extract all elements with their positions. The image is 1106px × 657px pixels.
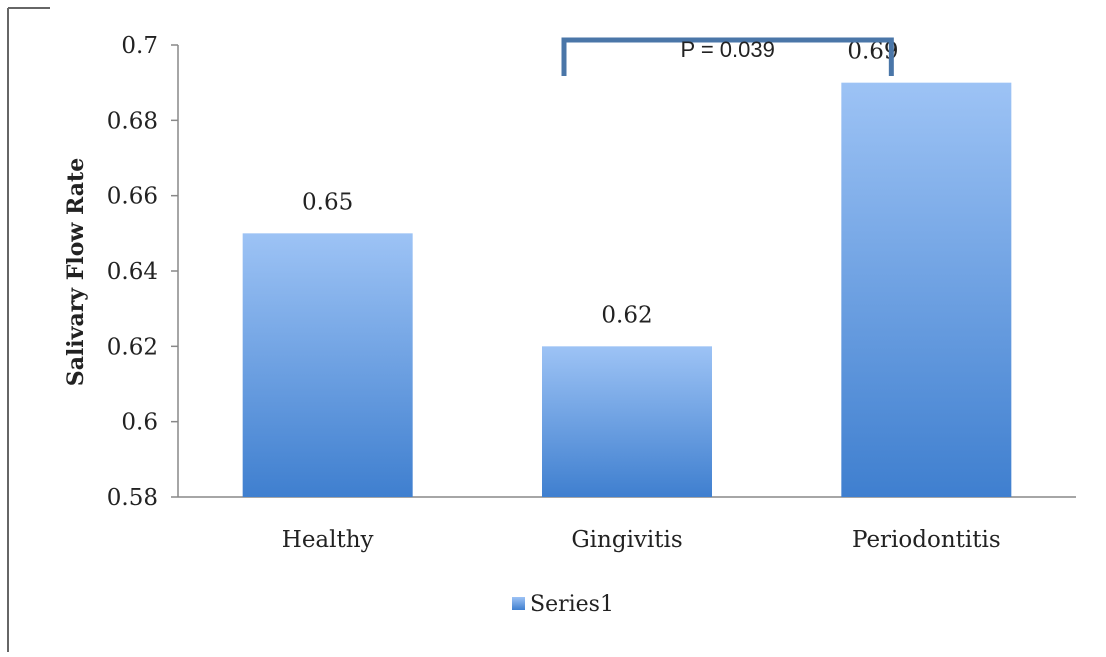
y-tick-label: 0.6 [121,410,158,436]
plot-area: 0.58 0.6 0.62 0.64 0.66 0.68 0.7 Healthy 0.65 Gin… [107,33,1076,553]
y-tick-label: 0.66 [107,184,158,210]
bar [542,346,712,497]
y-tick-label: 0.68 [107,108,158,134]
x-tick-label: Gingivitis [571,527,682,553]
x-tick-label: Healthy [282,527,374,553]
y-tick-label: 0.64 [107,259,158,285]
bar [242,233,413,498]
legend: Series1 [512,592,614,617]
bar [841,82,1012,498]
y-tick-label: 0.62 [107,334,158,360]
data-label: 0.65 [302,189,353,215]
significance-label: P = 0.039 [680,37,774,62]
x-tick-label: Periodontitis [852,527,1001,553]
y-tick-label: 0.58 [107,485,158,511]
y-axis-label: Salivary Flow Rate [63,158,89,386]
legend-label: Series1 [530,592,614,617]
y-tick-label: 0.7 [121,33,158,59]
data-label: 0.62 [601,302,652,328]
significance-bracket [561,37,894,76]
legend-swatch [512,597,525,610]
